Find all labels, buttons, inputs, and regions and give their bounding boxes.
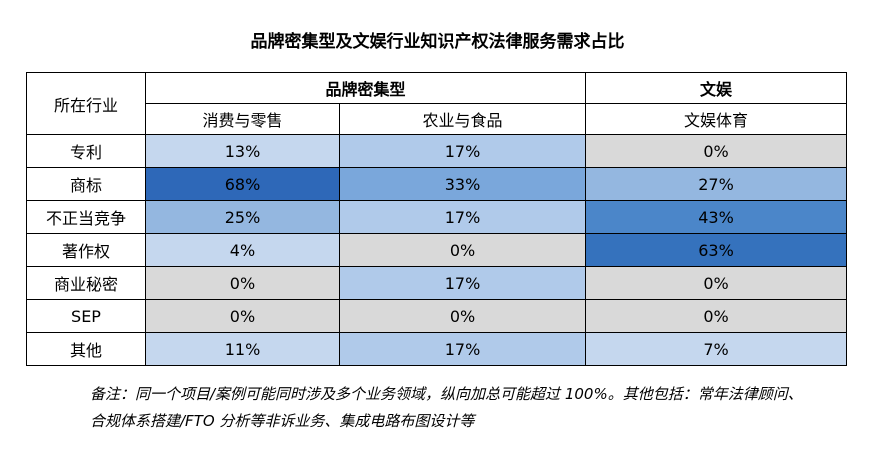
table-cell: 13% bbox=[145, 134, 340, 168]
group-header-entertainment: 文娱 bbox=[585, 72, 848, 104]
table-row: 其他 11% 17% 7% bbox=[26, 332, 848, 366]
table-cell: 25% bbox=[145, 200, 340, 234]
table-row: 不正当竞争 25% 17% 43% bbox=[26, 200, 848, 234]
table-header-row-groups: 所在行业 品牌密集型 文娱 bbox=[26, 72, 848, 135]
footnote: 备注：同一个项目/案例可能同时涉及多个业务领域，纵向加总可能超过 100%。其他… bbox=[90, 381, 860, 435]
table-header-row-columns: 消费与零售 农业与食品 文娱体育 bbox=[27, 103, 848, 135]
table-row: 著作权 4% 0% 63% bbox=[26, 233, 848, 267]
table-cell: 17% bbox=[338, 266, 587, 300]
table-cell: 68% bbox=[145, 167, 340, 201]
table-cell: 0% bbox=[585, 299, 848, 333]
table-cell: 11% bbox=[145, 332, 340, 366]
group-header-brand-intensive: 品牌密集型 bbox=[144, 72, 587, 104]
table-cell: 33% bbox=[338, 167, 587, 201]
table-cell: 17% bbox=[338, 200, 587, 234]
table-row: 商业秘密 0% 17% 0% bbox=[26, 266, 848, 300]
table-cell: 7% bbox=[585, 332, 848, 366]
table-cell: 0% bbox=[585, 134, 848, 168]
table-cell: 0% bbox=[145, 299, 340, 333]
row-label: 商标 bbox=[26, 167, 146, 201]
footnote-line-1: 备注：同一个项目/案例可能同时涉及多个业务领域，纵向加总可能超过 100%。其他… bbox=[90, 385, 803, 403]
table-cell: 0% bbox=[585, 266, 848, 300]
row-label: 其他 bbox=[26, 332, 146, 366]
row-label: SEP bbox=[26, 299, 146, 333]
row-label: 专利 bbox=[26, 134, 146, 168]
column-header-entertainment-sports: 文娱体育 bbox=[585, 103, 848, 135]
column-header-agri-food: 农业与食品 bbox=[338, 103, 587, 135]
table-cell: 4% bbox=[145, 233, 340, 267]
corner-header: 所在行业 bbox=[26, 72, 146, 135]
table-cell: 43% bbox=[585, 200, 848, 234]
table-row: 商标 68% 33% 27% bbox=[26, 167, 848, 201]
table-cell: 17% bbox=[338, 332, 587, 366]
table-cell: 0% bbox=[338, 299, 587, 333]
table-cell: 17% bbox=[338, 134, 587, 168]
table-cell: 0% bbox=[145, 266, 340, 300]
footnote-line-2: 合规体系搭建/FTO 分析等非诉业务、集成电路布图设计等 bbox=[90, 412, 475, 430]
row-label: 商业秘密 bbox=[26, 266, 146, 300]
column-header-consumer-retail: 消费与零售 bbox=[145, 103, 340, 135]
table-cell: 63% bbox=[585, 233, 848, 267]
table-cell: 27% bbox=[585, 167, 848, 201]
row-label: 不正当竞争 bbox=[26, 200, 146, 234]
row-label: 著作权 bbox=[26, 233, 146, 267]
ip-demand-table: 所在行业 品牌密集型 文娱 消费与零售 农业与食品 文娱体育 专利 13% 17… bbox=[26, 72, 848, 366]
page-title: 品牌密集型及文娱行业知识产权法律服务需求占比 bbox=[250, 32, 625, 52]
table-cell: 0% bbox=[338, 233, 587, 267]
table-row: SEP 0% 0% 0% bbox=[26, 299, 848, 333]
table-row: 专利 13% 17% 0% bbox=[26, 134, 848, 168]
